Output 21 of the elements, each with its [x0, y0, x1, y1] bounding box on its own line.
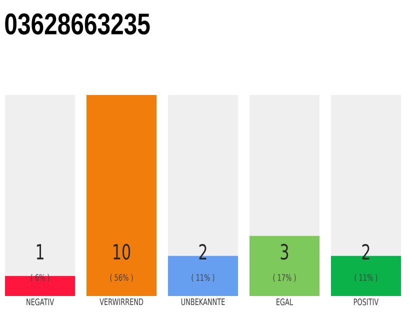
x-tick-label: UNBEKANNTE — [181, 298, 225, 306]
bar — [249, 236, 320, 296]
annotation: ( 17% ) — [273, 274, 296, 282]
data-label: 2 — [199, 244, 206, 260]
x-tick-label: NEGATIV — [26, 298, 54, 306]
bar — [86, 94, 157, 296]
bar — [5, 276, 76, 296]
data-label: 2 — [362, 244, 370, 260]
annotation: ( 11% ) — [354, 274, 378, 282]
x-tick-label: VERWIRREND — [100, 298, 144, 306]
x-tick-label: POSITIV — [354, 298, 379, 306]
annotation: ( 56% ) — [110, 274, 133, 282]
bar — [5, 94, 76, 276]
data-label: 3 — [280, 244, 288, 260]
annotation: ( 11% ) — [192, 274, 214, 282]
annotation: ( 6% ) — [30, 274, 50, 282]
x-tick-label: EGAL — [276, 298, 293, 306]
bar — [249, 94, 320, 236]
data-label: 10 — [114, 244, 130, 260]
data-label: 1 — [36, 244, 44, 260]
chart-title: 03628663235 — [5, 13, 150, 35]
